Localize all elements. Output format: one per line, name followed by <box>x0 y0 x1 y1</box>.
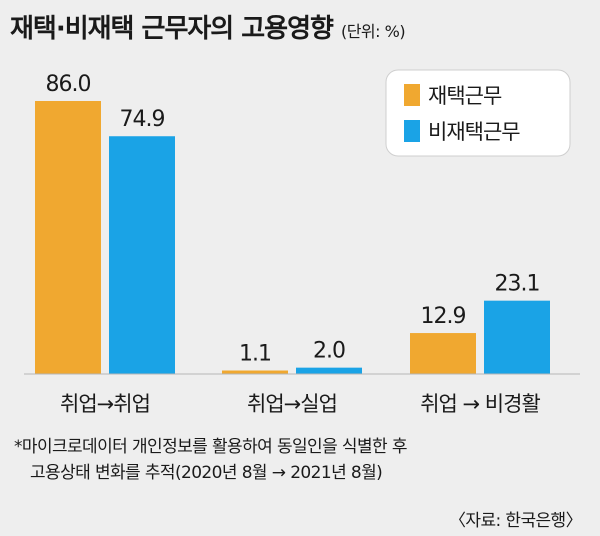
chart-header: 재택·비재택 근무자의 고용영향 (단위: %) <box>10 8 590 52</box>
value-label-non-remote-3: 23.1 <box>495 272 540 297</box>
value-label-non-remote-2: 2.0 <box>313 339 345 364</box>
value-label-remote-1: 86.0 <box>46 72 91 97</box>
legend-swatch-non-remote <box>404 120 420 142</box>
category-label-3: 취업 → 비경활 <box>420 392 540 416</box>
bar-non-remote-1 <box>109 136 175 374</box>
footnote-line-1: *마이크로데이터 개인정보를 활용하여 동일인을 식별한 후 <box>14 437 407 457</box>
value-label-remote-3: 12.9 <box>421 304 466 329</box>
bar-remote-2 <box>222 370 288 374</box>
bar-non-remote-2 <box>296 367 362 374</box>
bar-non-remote-3 <box>484 300 550 374</box>
legend-swatch-remote <box>404 84 420 106</box>
legend-label-non-remote: 비재택근무 <box>428 120 520 144</box>
category-label-2: 취업→실업 <box>247 392 337 416</box>
footnote-line-2: 고용상태 변화를 추적(2020년 8월 → 2021년 8월) <box>30 463 383 483</box>
chart-title: 재택·비재택 근무자의 고용영향 <box>10 14 334 44</box>
legend-label-remote: 재택근무 <box>428 84 502 108</box>
unit-label: (단위: %) <box>340 22 406 41</box>
value-label-remote-2: 1.1 <box>239 342 271 367</box>
bar-remote-1 <box>35 101 101 374</box>
source-note: 〈자료: 한국은행〉 <box>449 511 583 531</box>
bar-remote-3 <box>410 333 476 374</box>
legend-box <box>385 69 571 157</box>
category-label-1: 취업→취업 <box>60 392 150 416</box>
value-label-non-remote-1: 74.9 <box>120 107 165 132</box>
